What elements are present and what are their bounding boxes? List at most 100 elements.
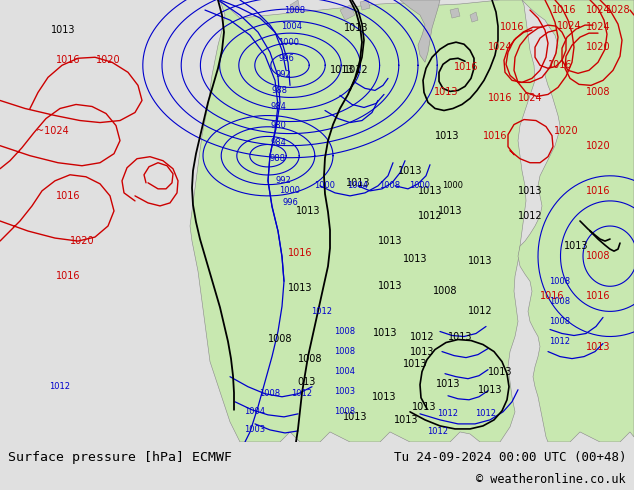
- Text: 988: 988: [270, 154, 286, 163]
- Text: 1020: 1020: [586, 141, 611, 150]
- Text: 1000: 1000: [314, 181, 335, 190]
- Text: 1008: 1008: [335, 347, 356, 356]
- Text: 1016: 1016: [586, 292, 611, 301]
- Text: 1020: 1020: [96, 55, 120, 65]
- Polygon shape: [450, 8, 460, 18]
- Text: 1012: 1012: [476, 409, 496, 418]
- Text: 1013: 1013: [378, 281, 402, 291]
- Text: 984: 984: [270, 102, 286, 111]
- Text: 1004: 1004: [281, 22, 302, 30]
- Text: © weatheronline.co.uk: © weatheronline.co.uk: [476, 473, 626, 487]
- Text: 1024: 1024: [518, 94, 542, 103]
- Text: 1016: 1016: [586, 186, 611, 196]
- Text: 1012: 1012: [344, 65, 368, 75]
- Text: 1013: 1013: [372, 392, 396, 402]
- Text: 1013: 1013: [434, 87, 458, 98]
- Text: 1008: 1008: [298, 354, 322, 364]
- Text: 1016: 1016: [56, 55, 81, 65]
- Text: 1012: 1012: [518, 211, 542, 221]
- Text: 1000: 1000: [280, 186, 301, 196]
- Polygon shape: [470, 12, 478, 22]
- Text: 996: 996: [278, 54, 294, 63]
- Text: 996: 996: [282, 198, 298, 207]
- Text: 1012: 1012: [427, 427, 448, 437]
- Text: 1020: 1020: [70, 236, 94, 246]
- Text: 1013: 1013: [378, 236, 402, 246]
- Text: 1013: 1013: [478, 385, 502, 395]
- Text: 1008: 1008: [586, 251, 611, 261]
- Text: 1013: 1013: [564, 241, 588, 251]
- Text: 1012: 1012: [437, 409, 458, 418]
- Text: 1016: 1016: [500, 22, 524, 32]
- Text: 1013: 1013: [373, 328, 398, 339]
- Text: 992: 992: [275, 176, 291, 185]
- Text: 1013: 1013: [448, 332, 472, 342]
- Text: 1013: 1013: [488, 367, 512, 377]
- Text: Surface pressure [hPa] ECMWF: Surface pressure [hPa] ECMWF: [8, 451, 232, 465]
- Text: 1016: 1016: [288, 248, 313, 258]
- Text: 1003: 1003: [245, 425, 266, 435]
- Text: 992: 992: [275, 70, 291, 79]
- Text: 1000: 1000: [443, 181, 463, 190]
- Text: 1012: 1012: [418, 211, 443, 221]
- Text: 1013: 1013: [51, 25, 75, 35]
- Text: 1008: 1008: [550, 317, 571, 326]
- Polygon shape: [360, 0, 370, 10]
- Polygon shape: [290, 0, 300, 12]
- Text: 1013: 1013: [410, 346, 434, 357]
- Text: 1024: 1024: [586, 5, 611, 15]
- Text: 1013: 1013: [288, 283, 313, 294]
- Text: 1013: 1013: [436, 379, 460, 389]
- Polygon shape: [518, 0, 634, 442]
- Text: 980: 980: [270, 121, 286, 130]
- Text: 1012: 1012: [410, 332, 434, 342]
- Text: 1024: 1024: [557, 21, 581, 31]
- Text: 1013: 1013: [586, 342, 611, 351]
- Text: 1016: 1016: [482, 131, 507, 141]
- Text: 1013: 1013: [435, 131, 459, 141]
- Text: 1012: 1012: [550, 337, 571, 346]
- Polygon shape: [340, 5, 355, 20]
- Text: 1008: 1008: [550, 277, 571, 286]
- Text: 1008: 1008: [379, 181, 401, 190]
- Text: 1020: 1020: [586, 42, 611, 52]
- Text: 1013: 1013: [398, 166, 422, 176]
- Polygon shape: [400, 0, 440, 62]
- Text: 013: 013: [298, 377, 316, 387]
- Text: 1016: 1016: [56, 191, 81, 201]
- Text: 1004: 1004: [335, 367, 356, 376]
- Text: 1013: 1013: [518, 186, 542, 196]
- Text: 1016: 1016: [488, 94, 512, 103]
- Text: 1012: 1012: [468, 306, 493, 317]
- Text: 1024: 1024: [488, 42, 512, 52]
- Text: 1013: 1013: [418, 186, 443, 196]
- Text: 1008: 1008: [268, 334, 292, 343]
- Text: 1008: 1008: [259, 389, 281, 398]
- Text: 988: 988: [272, 86, 288, 95]
- Text: 984: 984: [270, 138, 286, 147]
- Text: 1004: 1004: [347, 181, 368, 190]
- Text: 1013: 1013: [330, 65, 354, 75]
- Text: 1024: 1024: [586, 22, 611, 32]
- Text: 1000: 1000: [278, 38, 299, 47]
- Text: 1013: 1013: [403, 359, 427, 368]
- Text: 1013: 1013: [394, 415, 418, 425]
- Text: 1013: 1013: [468, 256, 492, 266]
- Text: 1013: 1013: [437, 206, 462, 216]
- Text: 1016: 1016: [454, 62, 478, 73]
- Text: 1013: 1013: [343, 412, 367, 422]
- Text: 1003: 1003: [335, 387, 356, 396]
- Text: 1008: 1008: [586, 87, 611, 98]
- Text: 1008: 1008: [285, 5, 306, 15]
- Text: 1013: 1013: [295, 206, 320, 216]
- Text: 1013: 1013: [411, 402, 436, 412]
- Polygon shape: [190, 0, 535, 442]
- Text: 1016: 1016: [540, 292, 564, 301]
- Text: 1008: 1008: [335, 327, 356, 336]
- Text: 1028: 1028: [605, 5, 630, 15]
- Text: 1013: 1013: [403, 254, 427, 264]
- Text: 1008: 1008: [433, 286, 457, 296]
- Text: 1000: 1000: [410, 181, 430, 190]
- Text: 1008: 1008: [335, 407, 356, 416]
- Text: 1004: 1004: [245, 407, 266, 416]
